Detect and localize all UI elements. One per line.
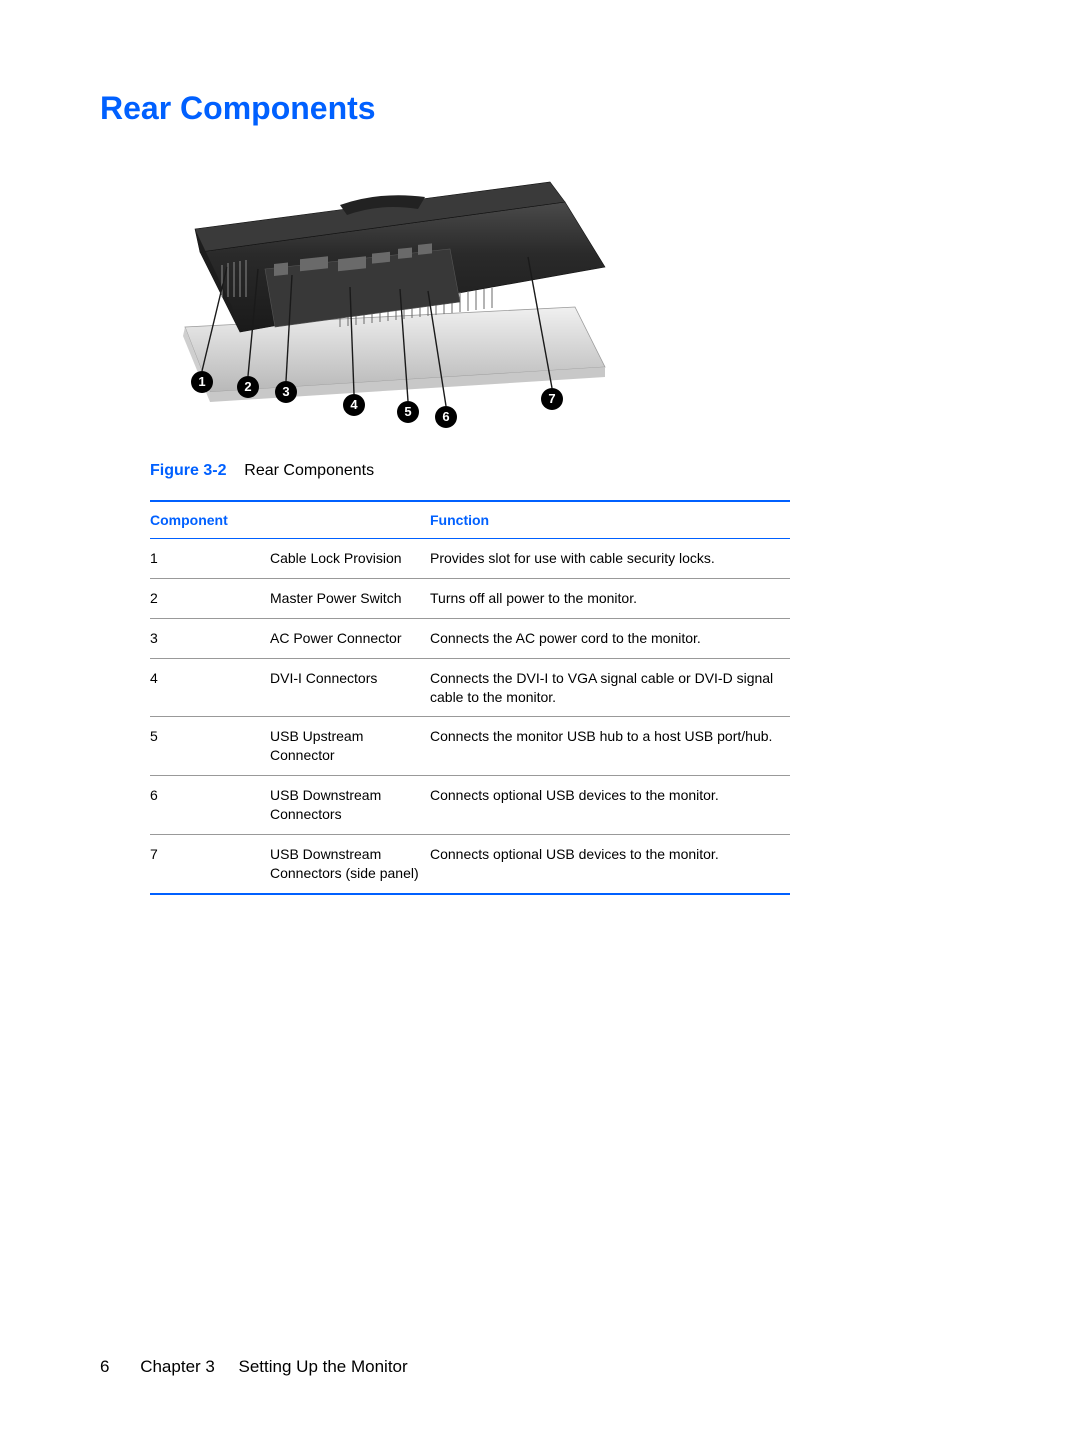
- cell-component-function: Connects the AC power cord to the monito…: [430, 618, 790, 658]
- cell-component-number: 1: [150, 539, 270, 579]
- col-header-function: Function: [430, 501, 790, 539]
- figure-label: Figure 3-2: [150, 462, 226, 479]
- cell-component-function: Connects optional USB devices to the mon…: [430, 776, 790, 835]
- cell-component-function: Connects optional USB devices to the mon…: [430, 835, 790, 894]
- cell-component-name: DVI-I Connectors: [270, 658, 430, 717]
- cell-component-function: Provides slot for use with cable securit…: [430, 539, 790, 579]
- cell-component-number: 7: [150, 835, 270, 894]
- callout-number: 7: [548, 391, 555, 406]
- monitor-illustration: 1 2 3 4 5 6 7: [150, 157, 630, 437]
- cell-component-number: 2: [150, 578, 270, 618]
- cell-component-name: USB Downstream Connectors: [270, 776, 430, 835]
- document-page: Rear Components: [0, 0, 1080, 1437]
- table-row: 3AC Power ConnectorConnects the AC power…: [150, 618, 790, 658]
- callout-number: 6: [442, 409, 449, 424]
- chapter-title: Setting Up the Monitor: [239, 1357, 408, 1376]
- figure-caption: Figure 3-2 Rear Components: [150, 462, 980, 480]
- cell-component-name: Master Power Switch: [270, 578, 430, 618]
- table-row: 5USB Upstream ConnectorConnects the moni…: [150, 717, 790, 776]
- cell-component-function: Connects the monitor USB hub to a host U…: [430, 717, 790, 776]
- cell-component-number: 3: [150, 618, 270, 658]
- cell-component-number: 6: [150, 776, 270, 835]
- components-table: Component Function 1Cable Lock Provision…: [150, 500, 790, 895]
- table-row: 4DVI-I ConnectorsConnects the DVI-I to V…: [150, 658, 790, 717]
- section-heading: Rear Components: [100, 90, 980, 127]
- table-row: 7USB Downstream Connectors (side panel)C…: [150, 835, 790, 894]
- cell-component-number: 4: [150, 658, 270, 717]
- cell-component-name: USB Downstream Connectors (side panel): [270, 835, 430, 894]
- figure-title: Rear Components: [244, 462, 374, 479]
- col-header-component: Component: [150, 501, 430, 539]
- cell-component-function: Turns off all power to the monitor.: [430, 578, 790, 618]
- page-number: 6: [100, 1357, 109, 1376]
- callout-number: 3: [282, 384, 289, 399]
- callout-number: 2: [244, 379, 251, 394]
- cell-component-name: Cable Lock Provision: [270, 539, 430, 579]
- cell-component-name: AC Power Connector: [270, 618, 430, 658]
- chapter-label: Chapter 3: [140, 1357, 215, 1376]
- figure-rear-components: 1 2 3 4 5 6 7: [150, 157, 980, 442]
- callout-number: 4: [350, 397, 358, 412]
- cell-component-number: 5: [150, 717, 270, 776]
- table-row: 6USB Downstream ConnectorsConnects optio…: [150, 776, 790, 835]
- cell-component-function: Connects the DVI-I to VGA signal cable o…: [430, 658, 790, 717]
- callout-number: 1: [198, 374, 205, 389]
- table-row: 1Cable Lock ProvisionProvides slot for u…: [150, 539, 790, 579]
- cell-component-name: USB Upstream Connector: [270, 717, 430, 776]
- callout-number: 5: [404, 404, 411, 419]
- table-row: 2Master Power SwitchTurns off all power …: [150, 578, 790, 618]
- table-header-row: Component Function: [150, 501, 790, 539]
- page-footer: 6 Chapter 3 Setting Up the Monitor: [100, 1357, 408, 1377]
